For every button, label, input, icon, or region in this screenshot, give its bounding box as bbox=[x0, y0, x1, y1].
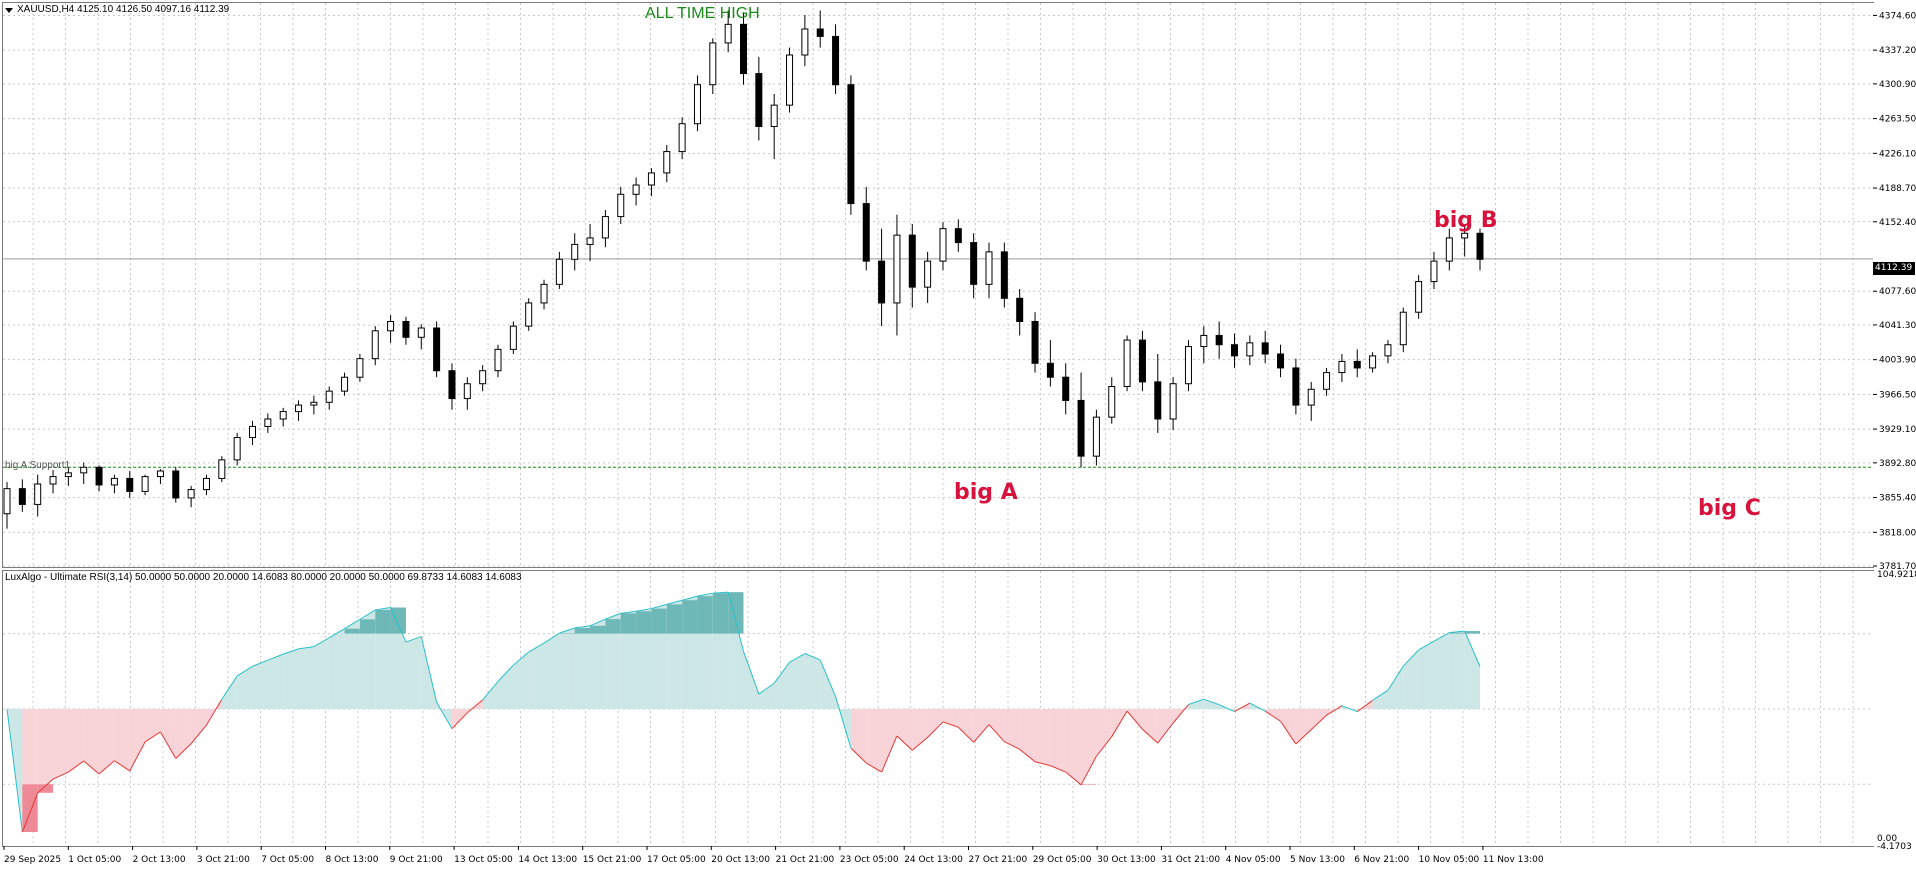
indicator-title: LuxAlgo - Ultimate RSI(3,14) 50.0000 50.… bbox=[5, 572, 522, 583]
wave-c-label[interactable]: big C bbox=[1698, 496, 1761, 521]
wave-a-label[interactable]: big A bbox=[954, 480, 1018, 505]
price-chart-pane[interactable] bbox=[2, 2, 1875, 568]
indicator-pane[interactable] bbox=[2, 570, 1875, 847]
symbol-ohlc-header: XAUUSD,H4 4125.10 4126.50 4097.16 4112.3… bbox=[5, 4, 229, 15]
price-scale[interactable] bbox=[1874, 2, 1916, 568]
time-axis[interactable] bbox=[0, 848, 1916, 871]
wave-b-label[interactable]: big B bbox=[1434, 208, 1498, 233]
symbol-label: XAUUSD,H4 bbox=[17, 4, 75, 15]
indicator-scale[interactable] bbox=[1874, 570, 1916, 847]
current-price-tag: 4112.39 bbox=[1873, 262, 1915, 275]
symbol-menu-arrow-icon[interactable] bbox=[5, 8, 13, 13]
support-line-label[interactable]: big A Support1 bbox=[5, 460, 71, 471]
all-time-high-label[interactable]: ALL TIME HIGH bbox=[645, 5, 760, 22]
ohlc-values: 4125.10 4126.50 4097.16 4112.39 bbox=[77, 4, 230, 15]
